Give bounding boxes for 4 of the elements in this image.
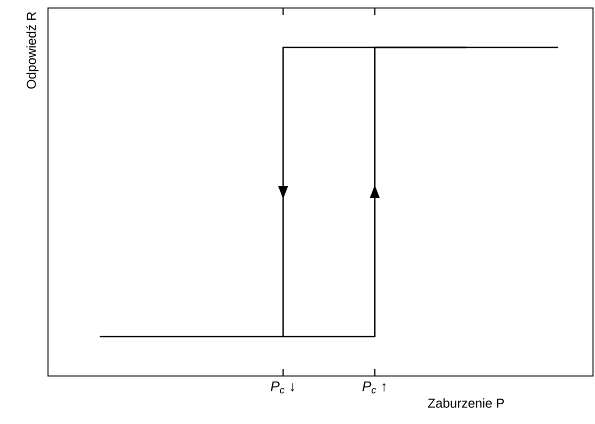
y-axis-title: Odpowiedź R bbox=[26, 12, 38, 89]
x-tick-label: P$_{c}$ ↑ bbox=[362, 382, 386, 394]
x-tick-label: P$_{c}$ ↓ bbox=[270, 382, 294, 394]
x-axis-title: Zaburzenie P bbox=[428, 398, 504, 408]
